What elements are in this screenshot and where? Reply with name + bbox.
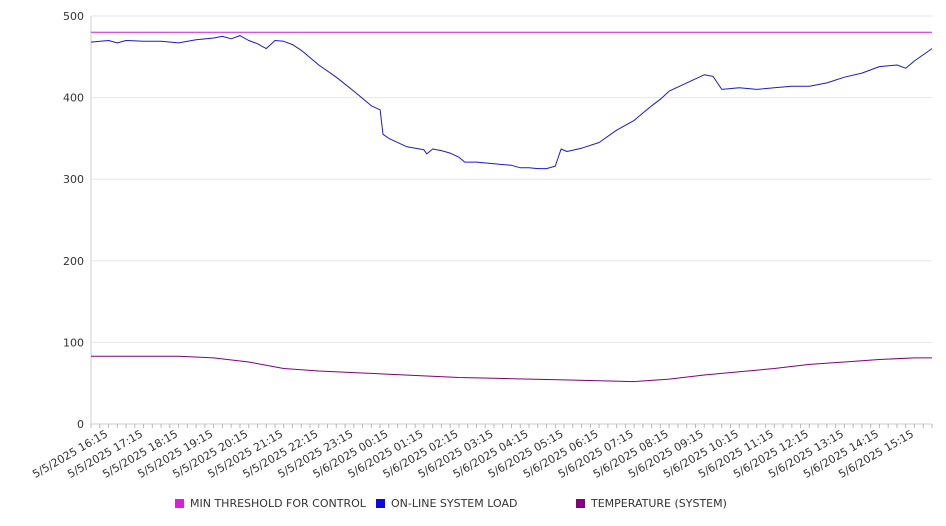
legend-swatch-min-threshold [175,499,184,508]
legend-label-system-load: ON-LINE SYSTEM LOAD [391,497,518,510]
line-system-load [90,35,933,170]
y-tick-label-500: 500 [63,10,84,23]
series-lines [90,31,933,383]
y-tick-label-400: 400 [63,92,84,105]
legend-item-system-load: ON-LINE SYSTEM LOAD [376,497,517,510]
legend-label-temperature: TEMPERATURE (SYSTEM) [591,497,727,510]
legend-item-temperature: TEMPERATURE (SYSTEM) [576,497,727,510]
legend: MIN THRESHOLD FOR CONTROL ON-LINE SYSTEM… [0,497,946,515]
axes [90,16,933,428]
legend-swatch-system-load [376,499,385,508]
y-tick-label-300: 300 [63,173,84,186]
line-temperature [91,355,932,383]
y-tick-label-0: 0 [77,418,84,431]
legend-item-min-threshold: MIN THRESHOLD FOR CONTROL [175,497,366,510]
y-tick-label-100: 100 [63,336,84,349]
grid [91,15,932,343]
legend-swatch-temperature [576,499,585,508]
y-tick-label-200: 200 [63,255,84,268]
legend-label-min-threshold: MIN THRESHOLD FOR CONTROL [190,497,366,510]
